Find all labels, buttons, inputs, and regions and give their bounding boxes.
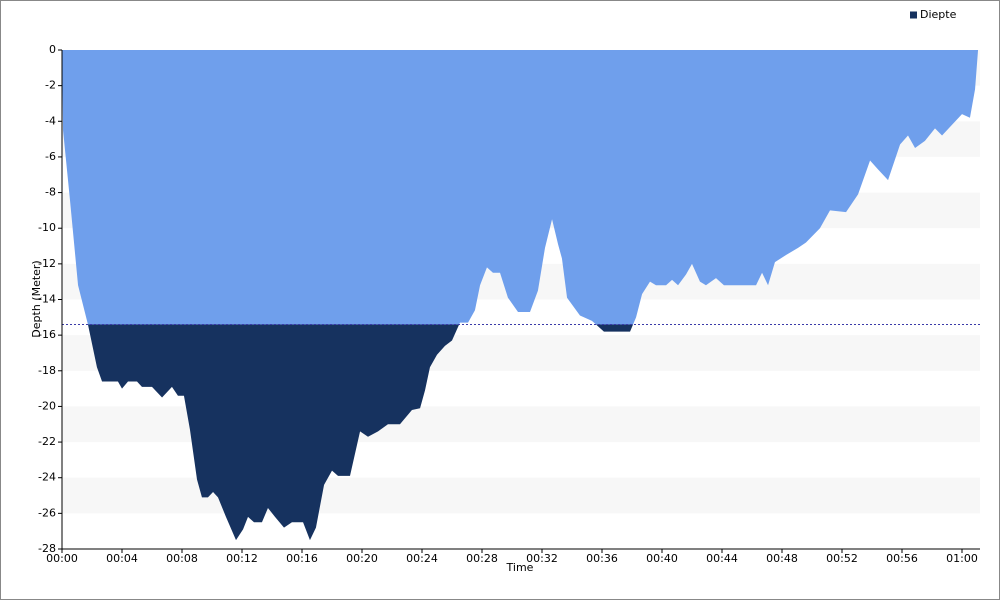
x-tick-label: 00:36 xyxy=(586,552,618,565)
legend-label: Diepte xyxy=(920,8,957,21)
area-shallow xyxy=(62,50,979,325)
y-tick-label: -22 xyxy=(38,435,56,448)
area-deep xyxy=(87,324,634,541)
y-tick-label: -12 xyxy=(38,257,56,270)
y-tick-label: -24 xyxy=(38,471,56,484)
x-tick-label: 00:24 xyxy=(406,552,438,565)
x-tick-label: 00:52 xyxy=(826,552,858,565)
y-tick-label: -18 xyxy=(38,364,56,377)
y-axis-label: Depth (Meter) xyxy=(30,260,43,337)
x-tick-label: 00:04 xyxy=(106,552,138,565)
x-tick-label: 00:08 xyxy=(166,552,198,565)
x-tick-label: 00:44 xyxy=(706,552,738,565)
y-tick-label: -8 xyxy=(45,186,56,199)
x-tick-label: 00:32 xyxy=(526,552,558,565)
y-tick-label: -2 xyxy=(45,79,56,92)
x-axis-label: Time xyxy=(506,561,534,574)
y-tick-label: -10 xyxy=(38,221,56,234)
x-tick-label: 00:00 xyxy=(46,552,78,565)
y-tick-label: -14 xyxy=(38,293,56,306)
x-tick-label: 00:48 xyxy=(766,552,798,565)
x-tick-label: 00:16 xyxy=(286,552,318,565)
legend-swatch xyxy=(910,11,917,19)
x-tick-label: 00:40 xyxy=(646,552,678,565)
y-tick-label: -26 xyxy=(38,506,56,519)
y-tick-label: 0 xyxy=(49,43,56,56)
x-tick-label: 00:28 xyxy=(466,552,498,565)
x-tick-label: 00:20 xyxy=(346,552,378,565)
y-tick-label: -20 xyxy=(38,399,56,412)
y-tick-label: -4 xyxy=(45,114,56,127)
x-tick-label: 00:56 xyxy=(886,552,918,565)
x-tick-label: 00:12 xyxy=(226,552,258,565)
y-tick-label: -28 xyxy=(38,542,56,555)
y-tick-label: -6 xyxy=(45,150,56,163)
x-tick-label: 01:00 xyxy=(946,552,978,565)
y-tick-label: -16 xyxy=(38,328,56,341)
